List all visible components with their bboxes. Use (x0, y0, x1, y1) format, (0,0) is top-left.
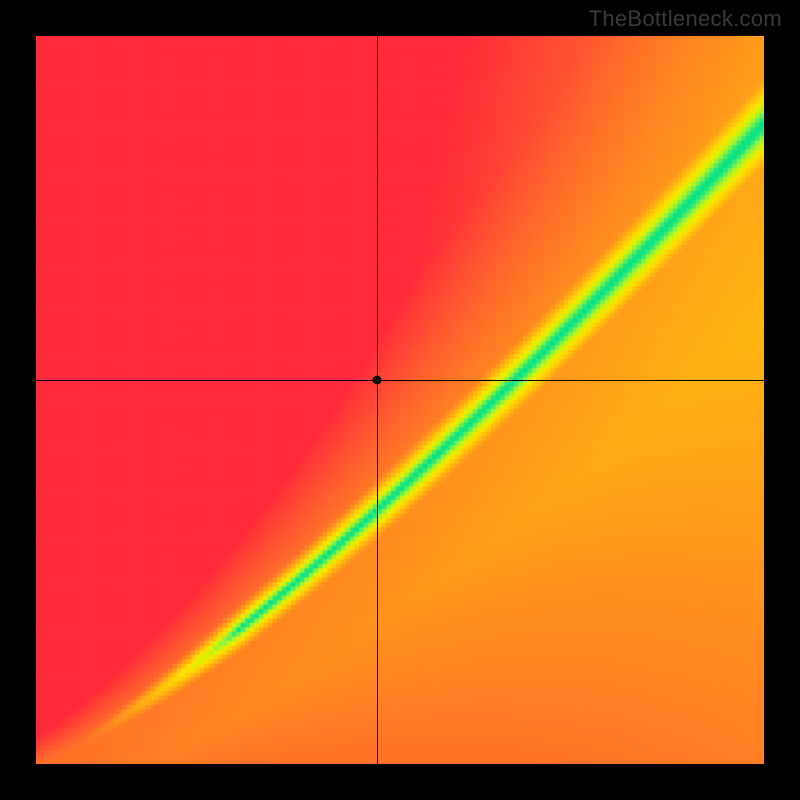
watermark-text: TheBottleneck.com (589, 6, 782, 32)
crosshair-vertical (377, 36, 378, 764)
heatmap-canvas (36, 36, 764, 764)
bottleneck-heatmap-plot (36, 36, 764, 764)
crosshair-horizontal (36, 380, 764, 381)
marker-dot (372, 376, 381, 385)
